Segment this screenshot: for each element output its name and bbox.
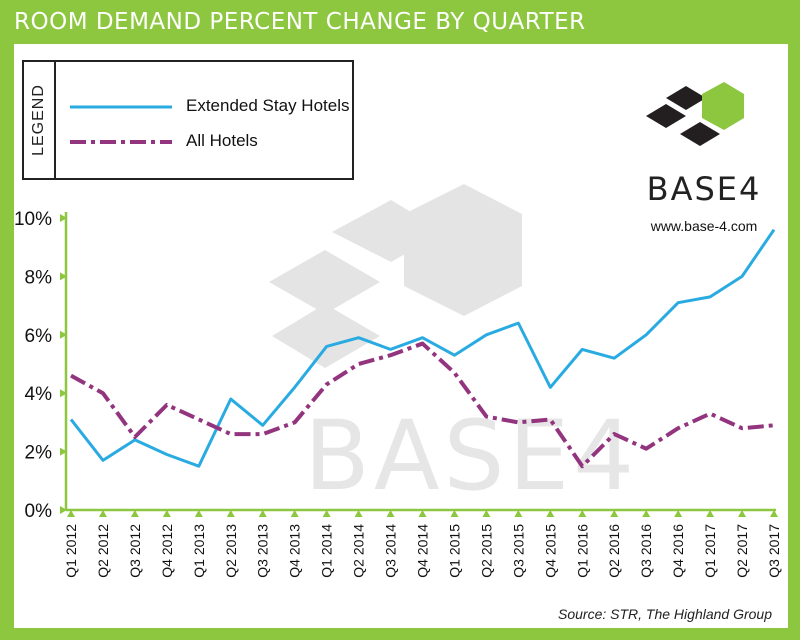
x-tick-label: Q2 2014 bbox=[351, 524, 367, 578]
y-tick-label: 10% bbox=[14, 209, 52, 230]
x-tick-marker bbox=[770, 510, 778, 517]
x-tick-marker bbox=[674, 510, 683, 517]
x-tick-marker bbox=[162, 510, 171, 517]
y-tick-marker bbox=[60, 272, 67, 281]
x-tick-label: Q3 2017 bbox=[766, 524, 782, 578]
x-tick-label: Q3 2014 bbox=[383, 524, 399, 578]
x-tick-label: Q2 2012 bbox=[95, 524, 111, 578]
x-tick-marker bbox=[194, 510, 203, 517]
y-ticks: 0% 2% 4% 6% 8% 10% bbox=[14, 209, 67, 522]
x-tick-marker bbox=[226, 510, 235, 517]
x-tick-marker bbox=[258, 510, 267, 517]
x-tick-label: Q3 2016 bbox=[638, 524, 654, 578]
x-tick-label: Q1 2015 bbox=[446, 524, 462, 578]
x-tick-label: Q4 2012 bbox=[159, 524, 175, 578]
source-note: Source: STR, The Highland Group bbox=[558, 606, 772, 622]
legend-text-extended: Extended Stay Hotels bbox=[186, 96, 350, 115]
x-tick-label: Q3 2015 bbox=[510, 524, 526, 578]
y-tick-marker bbox=[60, 330, 67, 339]
x-tick-label: Q4 2015 bbox=[542, 524, 558, 578]
y-tick-marker bbox=[60, 389, 67, 398]
x-tick-marker bbox=[322, 510, 331, 517]
x-tick-marker bbox=[450, 510, 459, 517]
x-tick-marker bbox=[354, 510, 363, 517]
base4-logo-icon bbox=[646, 82, 744, 146]
x-tick-marker bbox=[546, 510, 555, 517]
watermark-text: BASE4 bbox=[304, 400, 638, 512]
x-tick-marker bbox=[514, 510, 523, 517]
x-tick-marker bbox=[706, 510, 715, 517]
y-tick-marker bbox=[60, 214, 67, 222]
legend-tab: LEGEND bbox=[24, 62, 56, 178]
y-tick-label: 8% bbox=[25, 267, 53, 288]
x-tick-label: Q4 2016 bbox=[670, 524, 686, 578]
watermark-logo bbox=[269, 184, 522, 368]
x-tick-label: Q2 2017 bbox=[734, 524, 750, 578]
x-tick-label: Q1 2014 bbox=[319, 524, 335, 578]
x-tick-marker bbox=[610, 510, 619, 517]
x-tick-marker bbox=[386, 510, 395, 517]
x-tick-label: Q4 2013 bbox=[287, 524, 303, 578]
x-tick-marker bbox=[290, 510, 299, 517]
line-chart: BASE4 0% 2% 4% 6% 8% 10% Q1 2012 Q2 2012 Q3 201… bbox=[14, 184, 782, 578]
x-tick-label: Q1 2012 bbox=[63, 524, 79, 578]
y-tick-label: 0% bbox=[25, 501, 53, 522]
legend-text-all: All Hotels bbox=[186, 131, 258, 150]
legend-swatch-extended bbox=[70, 105, 172, 109]
legend-label: LEGEND bbox=[30, 84, 47, 156]
logo-wordmark: BASE4 bbox=[646, 170, 762, 208]
x-tick-marker bbox=[738, 510, 747, 517]
x-tick-label: Q1 2013 bbox=[191, 524, 207, 578]
legend: LEGEND Extended Stay Hotels All Hotels bbox=[22, 60, 354, 180]
x-tick-label: Q2 2015 bbox=[478, 524, 494, 578]
chart-title: ROOM DEMAND PERCENT CHANGE BY QUARTER bbox=[14, 9, 586, 35]
x-ticks: Q1 2012 Q2 2012 Q3 2012 Q4 2012 Q1 2013 Q2 20… bbox=[63, 510, 782, 578]
x-tick-marker bbox=[482, 510, 491, 517]
legend-swatch-all bbox=[70, 140, 172, 144]
series-lines bbox=[69, 228, 776, 469]
x-tick-label: Q1 2016 bbox=[574, 524, 590, 578]
x-tick-marker bbox=[642, 510, 651, 517]
x-tick-label: Q2 2013 bbox=[223, 524, 239, 578]
logo-url: www.base-4.com bbox=[650, 218, 758, 234]
brand-logo: BASE4 www.base-4.com bbox=[640, 72, 768, 234]
x-tick-marker bbox=[67, 510, 75, 517]
y-tick-marker bbox=[60, 506, 67, 514]
x-tick-label: Q3 2013 bbox=[255, 524, 271, 578]
y-tick-label: 6% bbox=[25, 326, 53, 347]
chart-panel: BASE4 0% 2% 4% 6% 8% 10% Q1 2012 Q2 2012 Q3 201… bbox=[14, 44, 788, 628]
x-tick-label: Q1 2017 bbox=[702, 524, 718, 578]
x-tick-label: Q2 2016 bbox=[606, 524, 622, 578]
x-tick-label: Q3 2012 bbox=[127, 524, 143, 578]
x-tick-marker bbox=[130, 510, 139, 517]
x-tick-marker bbox=[418, 510, 427, 517]
x-tick-marker bbox=[578, 510, 587, 517]
y-tick-label: 2% bbox=[25, 443, 53, 464]
y-tick-label: 4% bbox=[25, 384, 53, 405]
x-tick-marker bbox=[98, 510, 107, 517]
x-tick-label: Q4 2014 bbox=[415, 524, 431, 578]
y-tick-marker bbox=[60, 447, 67, 456]
